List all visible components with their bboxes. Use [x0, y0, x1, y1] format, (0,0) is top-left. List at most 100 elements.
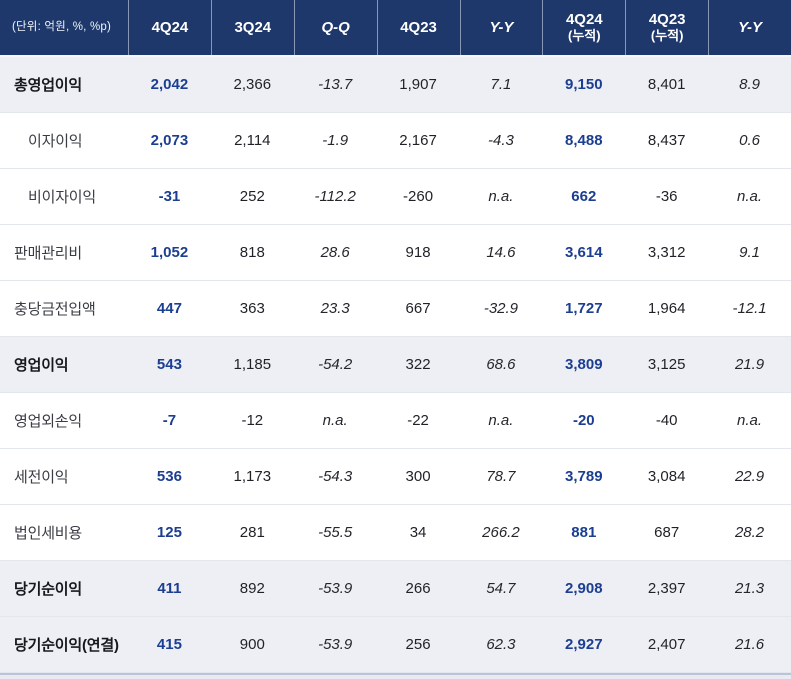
- value-cell: 1,052: [150, 244, 189, 261]
- column-header-4q24: 4Q24: [128, 0, 211, 55]
- value-cell: 2,042: [150, 76, 189, 93]
- table-row: 이자이익 2,073 2,114 -1.9 2,167 -4.3 8,488 8,437 0.6: [0, 113, 791, 169]
- value-cell: 2,908: [565, 580, 603, 597]
- table-bottom-border: [0, 673, 791, 679]
- value-cell: -20: [572, 412, 595, 429]
- value-cell: -54.2: [318, 356, 353, 373]
- row-label: 당기순이익: [14, 581, 83, 598]
- column-header-y-y: Y-Y: [708, 0, 791, 55]
- value-cell: 322: [405, 356, 431, 373]
- table-row: 비이자이익 -31 252 -112.2 -260 n.a. 662 -36 n.a.: [0, 169, 791, 225]
- value-cell: 662: [571, 188, 597, 205]
- column-header-label: 4Q24: [565, 11, 603, 29]
- value-cell: 2,407: [647, 636, 686, 653]
- value-cell: 892: [239, 580, 265, 597]
- table-row: 판매관리비 1,052 818 28.6 918 14.6 3,614 3,312 9.1: [0, 225, 791, 281]
- value-cell: 447: [156, 300, 182, 317]
- value-cell: 2,167: [399, 132, 437, 149]
- column-header-q-q: Q-Q: [293, 0, 377, 55]
- value-cell: 8,437: [647, 132, 686, 149]
- value-cell: 1,964: [647, 300, 686, 317]
- value-cell: 1,185: [233, 356, 272, 373]
- value-cell: -55.5: [318, 524, 353, 541]
- value-cell: n.a.: [488, 412, 514, 429]
- value-cell: 0.6: [739, 132, 760, 149]
- column-header-label: Y-Y: [489, 18, 514, 36]
- column-header-label: Y-Y: [738, 18, 763, 36]
- value-cell: 3,125: [647, 356, 686, 373]
- table-row: 영업외손익 -7 -12 n.a. -22 n.a. -20 -40 n.a.: [0, 393, 791, 449]
- column-header-label: 4Q24: [151, 18, 189, 36]
- table-row: 영업이익 543 1,185 -54.2 322 68.6 3,809 3,125 21.9: [0, 337, 791, 393]
- table-header-row: (단위: 억원, %, %p) 4Q24 3Q24 Q-Q 4Q23 Y-Y 4Q24 (누적…: [0, 0, 791, 57]
- value-cell: 2,114: [234, 132, 271, 149]
- value-cell: 2,366: [233, 76, 272, 93]
- value-cell: -54.3: [318, 468, 353, 485]
- value-cell: 22.9: [734, 468, 765, 485]
- value-cell: -32.9: [483, 300, 519, 317]
- value-cell: -36: [655, 188, 678, 205]
- value-cell: 266: [405, 580, 431, 597]
- value-cell: 256: [405, 636, 431, 653]
- column-header-sublabel: (누적): [568, 27, 601, 43]
- column-header-3q24: 3Q24: [210, 0, 294, 55]
- table-row: 세전이익 536 1,173 -54.3 300 78.7 3,789 3,084 22.9: [0, 449, 791, 505]
- unit-label: (단위: 억원, %, %p): [12, 20, 111, 33]
- table-row: 충당금전입액 447 363 23.3 667 -32.9 1,727 1,964 -12.1: [0, 281, 791, 337]
- value-cell: 28.2: [734, 524, 765, 541]
- value-cell: 3,809: [565, 356, 603, 373]
- value-cell: 818: [239, 244, 265, 261]
- value-cell: -13.7: [318, 76, 353, 93]
- value-cell: 363: [239, 300, 265, 317]
- value-cell: -31: [158, 188, 181, 205]
- column-header-label: Q-Q: [321, 18, 350, 36]
- value-cell: n.a.: [737, 188, 763, 205]
- row-label: 법인세비용: [14, 525, 83, 542]
- value-cell: 3,614: [565, 244, 603, 261]
- value-cell: 1,173: [233, 468, 272, 485]
- value-cell: 411: [157, 580, 182, 597]
- value-cell: 2,073: [150, 132, 189, 149]
- table-row: 당기순이익 411 892 -53.9 266 54.7 2,908 2,397 21.3: [0, 561, 791, 617]
- value-cell: n.a.: [322, 412, 348, 429]
- row-label: 비이자이익: [28, 189, 97, 206]
- value-cell: 8,401: [647, 76, 686, 93]
- value-cell: 3,084: [647, 468, 686, 485]
- column-header-label: 4Q23: [400, 18, 437, 36]
- value-cell: 667: [405, 300, 431, 317]
- value-cell: -12: [241, 412, 264, 429]
- value-cell: -12.1: [732, 300, 767, 317]
- column-header-sublabel: (누적): [650, 27, 684, 43]
- value-cell: 881: [571, 524, 597, 541]
- row-label: 이자이익: [28, 133, 83, 150]
- value-cell: 62.3: [486, 636, 516, 653]
- value-cell: -40: [655, 412, 678, 429]
- row-label: 총영업이익: [14, 77, 83, 94]
- table-row: 법인세비용 125 281 -55.5 34 266.2 881 687 28.2: [0, 505, 791, 561]
- value-cell: 68.6: [486, 356, 516, 373]
- value-cell: 125: [156, 524, 182, 541]
- value-cell: n.a.: [737, 412, 763, 429]
- value-cell: 8.9: [739, 76, 760, 93]
- value-cell: 252: [239, 188, 265, 205]
- column-header-label: 4Q23: [648, 11, 686, 29]
- value-cell: n.a.: [488, 188, 514, 205]
- value-cell: 21.3: [734, 580, 765, 597]
- value-cell: 1,907: [399, 76, 437, 93]
- value-cell: 28.6: [320, 244, 350, 261]
- column-header-label: 3Q24: [234, 18, 272, 36]
- table-row: 총영업이익 2,042 2,366 -13.7 1,907 7.1 9,150 8,401 8.…: [0, 57, 791, 113]
- column-header-4q23-cum: 4Q23 (누적): [625, 0, 708, 55]
- value-cell: -53.9: [318, 580, 353, 597]
- value-cell: 14.6: [486, 244, 516, 261]
- value-cell: -7: [162, 412, 177, 429]
- value-cell: -4.3: [488, 132, 514, 149]
- value-cell: 21.9: [734, 356, 765, 373]
- value-cell: 918: [405, 244, 431, 261]
- row-label: 영업외손익: [14, 413, 83, 430]
- value-cell: 54.7: [486, 580, 516, 597]
- unit-label-cell: (단위: 억원, %, %p): [0, 0, 128, 55]
- row-label: 당기순이익(연결): [14, 637, 119, 654]
- value-cell: 23.3: [320, 300, 350, 317]
